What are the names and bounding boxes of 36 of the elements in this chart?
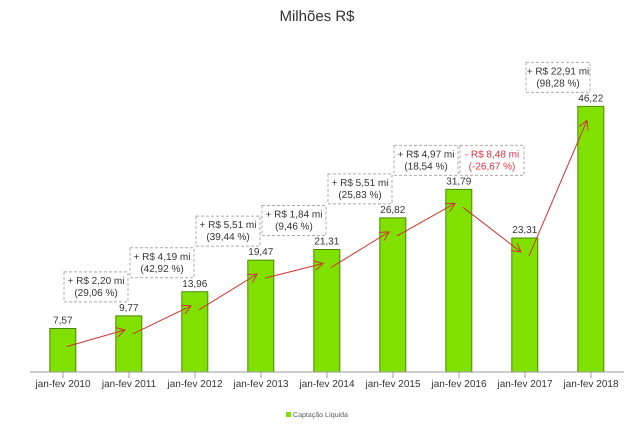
data-label: 9,77 bbox=[119, 302, 139, 314]
bar bbox=[313, 249, 340, 372]
bar bbox=[115, 315, 142, 372]
bar bbox=[577, 106, 604, 372]
bar bbox=[445, 188, 472, 372]
bar bbox=[379, 217, 406, 372]
text: + R$ 22,91 mi (98,28 %) bbox=[526, 66, 590, 90]
data-label: 13,96 bbox=[182, 278, 208, 290]
annotation: + R$ 4,97 mi (18,54 %) bbox=[398, 149, 454, 172]
chart-title: Milhões R$ bbox=[278, 8, 356, 25]
data-label: 46,22 bbox=[578, 93, 604, 104]
annotation: + R$ 4,19 mi (42,92 %) bbox=[134, 252, 190, 275]
x-tick-label: jan-fev 2011 bbox=[100, 379, 157, 390]
x-tick-label: jan-fev 2015 bbox=[364, 379, 421, 390]
x-tick-label: jan-fev 2014 bbox=[298, 379, 355, 390]
annotation: - R$ 8,48 mi (-26,67 %) bbox=[464, 149, 520, 172]
data-label: 23,31 bbox=[512, 225, 538, 236]
data-label: 31,79 bbox=[446, 176, 472, 188]
bar bbox=[49, 328, 76, 372]
x-tick-label: jan-fev 2018 bbox=[562, 379, 619, 390]
x-tick-label: jan-fev 2013 bbox=[232, 379, 289, 390]
bar bbox=[247, 260, 274, 372]
bar bbox=[181, 291, 208, 372]
x-tick-label: jan-fev 2012 bbox=[166, 379, 223, 390]
annotation: + R$ 1,84 mi (9,46 %) bbox=[266, 210, 322, 233]
data-label: 26,82 bbox=[380, 204, 406, 216]
x-tick-label: jan-fev 2010 bbox=[34, 379, 91, 390]
data-label: 7,57 bbox=[53, 316, 73, 326]
x-tick-label: jan-fev 2016 bbox=[430, 379, 487, 390]
annotation: + R$ 5,51 mi (25,83 %) bbox=[332, 178, 388, 201]
data-label: 19,47 bbox=[248, 247, 274, 258]
x-tick-label: jan-fev 2017 bbox=[496, 379, 553, 390]
annotation: + R$ 5,51 mi (39,44 %) bbox=[200, 220, 256, 244]
bar bbox=[511, 238, 538, 372]
data-label: 21,31 bbox=[314, 236, 340, 248]
annotation: + R$ 2,20 mi (29,06 %) bbox=[68, 276, 124, 299]
